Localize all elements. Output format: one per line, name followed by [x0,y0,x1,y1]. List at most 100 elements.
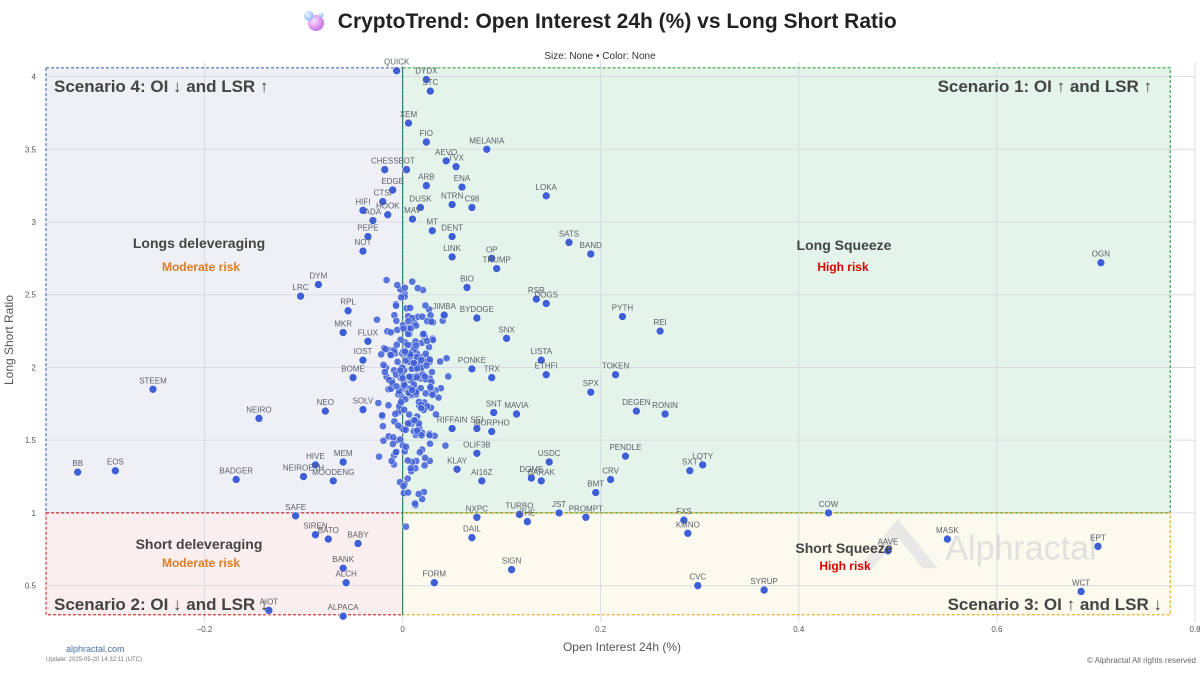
risk-label-scenario4: Moderate risk [162,260,240,274]
footer-site[interactable]: alphractal.com [66,644,125,654]
data-point [591,488,601,497]
annotations: Scenario 4: OI ↓ and LSR ↑ Scenario 1: OI… [54,77,1162,614]
point-label: SNT [486,400,502,409]
cluster-point [428,368,436,376]
data-point [311,530,320,540]
cluster-point [412,373,421,382]
scenario1-background [402,67,1171,513]
cluster-point [408,277,417,286]
data-point [452,464,462,474]
cluster-point [442,354,451,363]
point-label: EDGE [381,177,404,186]
point-label: DOME [519,465,543,474]
y-tick-label: 0.5 [25,582,37,591]
data-point [1096,258,1106,268]
cluster-point [406,304,415,312]
cluster-point [436,357,444,366]
cluster-point [441,441,450,450]
bubbles-logo-icon [304,11,325,31]
data-point [422,137,431,147]
data-point [621,451,630,461]
y-tick-label: 2 [32,363,37,372]
data-point [402,165,411,174]
data-point [378,197,388,206]
data-point [679,515,689,525]
cluster-point [392,340,401,349]
data-point [311,460,320,470]
cluster-point [420,372,429,381]
data-point [693,581,703,590]
title-row: CryptoTrend: Open Interest 24h (%) vs Lo… [0,10,1200,34]
cluster-point [378,411,386,420]
quadrant-backgrounds [46,67,1171,615]
point-label: HIVE [306,452,325,461]
data-point [358,246,368,256]
data-point [447,252,457,262]
point-label: OGN [1092,250,1110,259]
data-point [541,299,551,308]
point-label: JST [552,500,566,509]
cluster-point [398,374,407,383]
point-label: DOGS [534,290,558,299]
point-label: HOOK [376,202,400,211]
cluster-point [401,283,409,292]
cluster-point [444,372,453,381]
point-label: KMNO [676,520,700,529]
data-point [482,144,492,154]
point-label: SXT [682,458,698,467]
data-point [523,517,532,526]
cluster-point [393,281,402,289]
chart-subtitle: Size: None • Color: None [544,51,656,62]
data-point [314,280,323,289]
point-label: OP [486,245,498,254]
point-label: ZHE [519,509,535,518]
point-label: SNX [498,325,515,334]
point-label: REI [653,318,666,327]
point-label: SYRUP [750,577,778,586]
data-point [472,313,482,323]
cluster-point [422,361,431,370]
data-point [487,373,497,382]
data-point [358,405,368,414]
data-point [492,264,501,273]
point-label: MEM [334,449,353,458]
point-label: BOT [398,157,415,166]
x-tick-label: −0.2 [197,625,213,634]
data-point [472,448,482,458]
point-label: SATS [559,229,579,238]
point-label: PENDLE [609,443,641,452]
cluster-point [387,457,396,465]
cluster-point [397,398,405,406]
data-point [392,66,401,76]
cluster-point [426,439,434,448]
x-axis-label: Open Interest 24h (%) [563,640,681,654]
data-point [299,472,308,481]
data-point [296,291,305,301]
point-label: BYDOGE [460,305,494,314]
cluster-point [426,383,435,391]
point-label: FLUX [358,328,379,337]
point-label: EOS [107,458,124,467]
data-point [581,512,591,522]
data-point [1093,542,1103,551]
point-label: BADGER [219,466,253,475]
point-label: ADA [365,208,382,217]
watermark-logo-icon [858,518,938,569]
footer-copyright: © Alphractal All rights reserved [1086,656,1196,665]
cluster-point [404,488,412,497]
point-label: SAFE [285,503,306,512]
scenario2-label: Scenario 2: OI ↓ and LSR ↓ [54,595,268,614]
point-label: NXPC [466,504,488,513]
data-point [472,512,482,522]
data-point [487,427,497,436]
point-label: NEO [317,398,334,407]
point-label: MASK [936,526,959,535]
data-point [422,75,431,84]
point-label: TVX [448,154,464,163]
data-point [564,238,574,247]
cluster-point [380,368,389,377]
cluster-point [401,425,410,434]
point-label: DYDX [415,66,438,75]
data-point [554,508,564,518]
data-point [447,424,457,433]
